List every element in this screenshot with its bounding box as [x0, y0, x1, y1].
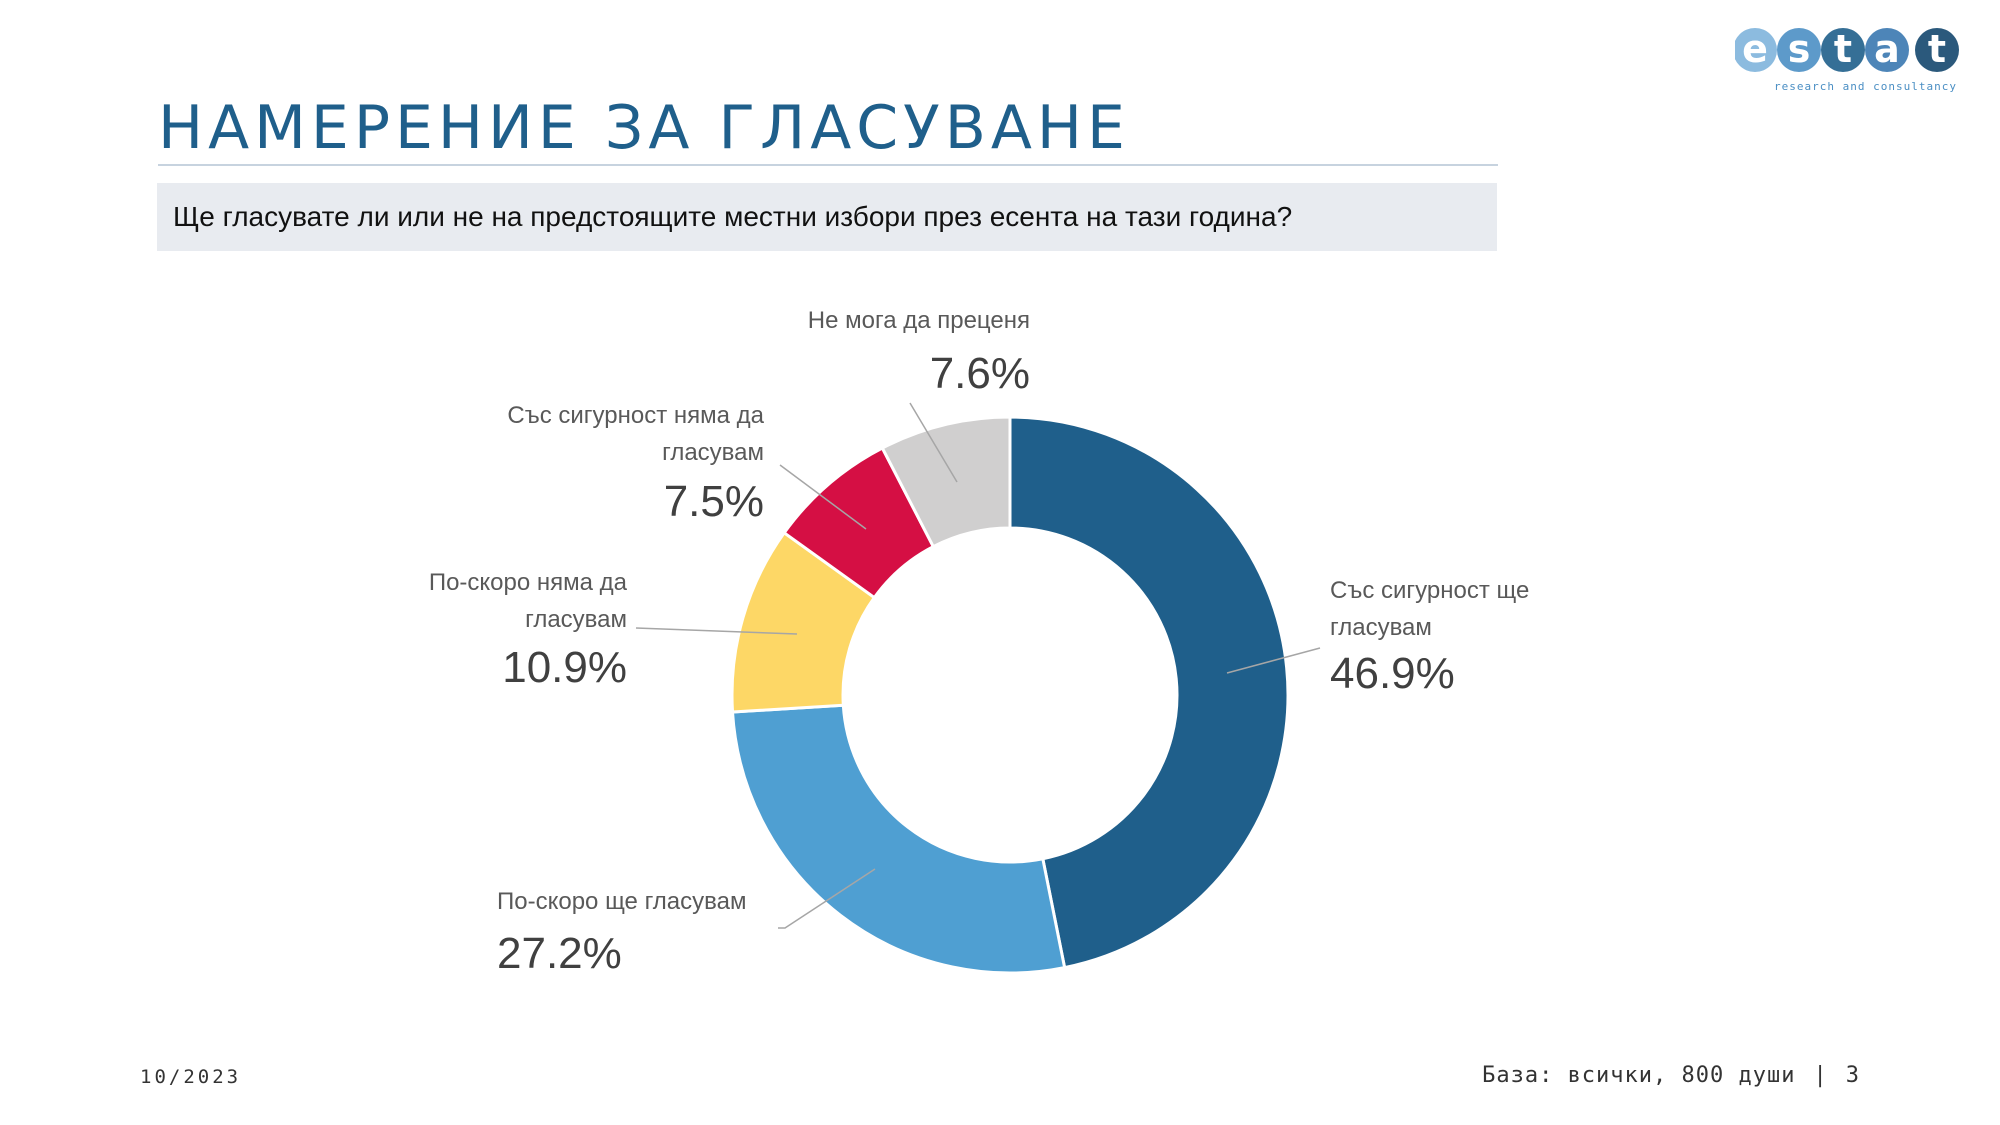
logo-letter: e — [1742, 27, 1768, 71]
slice-label: Със сигурност няма да — [507, 402, 764, 429]
question-text: Ще гласувате ли или не на предстоящите м… — [173, 201, 1293, 232]
logo-letter-circle — [1915, 28, 1959, 72]
logo-tagline: research and consultancy — [1774, 80, 1957, 93]
base-note: База: всички, 800 души — [1482, 1063, 1796, 1088]
logo-letter: t — [1834, 27, 1852, 71]
slice-value-label: 10.9% — [502, 643, 627, 692]
slice-label: По-скоро ще гласувам — [497, 888, 746, 915]
slice-label: гласувам — [525, 606, 627, 633]
footer-separator: | — [1813, 1063, 1828, 1088]
slice-label: гласувам — [1330, 614, 1432, 641]
donut-slice — [1008, 415, 1290, 970]
slice-value-label: 46.9% — [1330, 649, 1455, 698]
slice-label: гласувам — [662, 439, 764, 466]
donut-slice — [880, 415, 1012, 549]
logo-letter: a — [1874, 27, 1900, 71]
page-title: НАМЕРЕНИЕ ЗА ГЛАСУВАНЕ — [158, 93, 1130, 163]
leader-line — [778, 868, 876, 929]
leader-line — [909, 402, 958, 483]
footer-date: 10/2023 — [140, 1066, 242, 1088]
slice-label: Не мога да преценя — [808, 307, 1030, 334]
slice-value-label: 27.2% — [497, 929, 622, 978]
title-underline — [158, 164, 1498, 166]
leader-line — [1226, 647, 1321, 674]
estat-logo: e s t a t research and consultancy — [1735, 24, 1985, 96]
question-banner: Ще гласувате ли или не на предстоящите м… — [157, 183, 1497, 251]
page-number: 3 — [1845, 1063, 1860, 1088]
logo-letter-circle — [1865, 28, 1909, 72]
leader-line — [635, 627, 798, 635]
logo-letter-circle — [1777, 28, 1821, 72]
leader-line — [779, 464, 867, 530]
logo-letter-circle — [1735, 28, 1777, 72]
logo-letter: t — [1928, 27, 1946, 71]
logo-letter: s — [1788, 27, 1811, 71]
logo-letter-circle — [1821, 28, 1865, 72]
slice-label: Със сигурност ще — [1330, 577, 1529, 604]
slice-value-label: 7.5% — [664, 477, 764, 526]
footer-base-info: База: всички, 800 души | 3 — [1482, 1063, 1860, 1088]
donut-slice — [730, 703, 1067, 975]
slice-value-label: 7.6% — [930, 349, 1030, 398]
slice-label: По-скоро няма да — [429, 569, 628, 596]
